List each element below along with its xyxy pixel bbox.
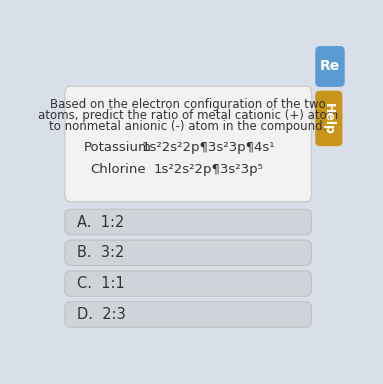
Text: B.  3:2: B. 3:2 [77, 245, 125, 260]
Text: atoms, predict the ratio of metal cationic (+) atom: atoms, predict the ratio of metal cation… [38, 109, 338, 122]
FancyBboxPatch shape [65, 86, 311, 202]
Text: A.  1:2: A. 1:2 [77, 215, 125, 230]
Text: Potassium: Potassium [84, 141, 152, 154]
FancyBboxPatch shape [65, 209, 311, 235]
FancyBboxPatch shape [65, 302, 311, 327]
Text: Chlorine: Chlorine [90, 163, 146, 176]
Text: D.  2:3: D. 2:3 [77, 307, 126, 322]
Text: Help: Help [322, 103, 335, 134]
Text: 1s²2s²2p¶3s²3p⁵: 1s²2s²2p¶3s²3p⁵ [153, 163, 263, 176]
Text: to nonmetal anionic (-) atom in the compound.: to nonmetal anionic (-) atom in the comp… [49, 120, 327, 133]
Text: 1s²2s²2p¶3s²3p¶4s¹: 1s²2s²2p¶3s²3p¶4s¹ [142, 141, 275, 154]
FancyBboxPatch shape [315, 91, 342, 146]
FancyBboxPatch shape [65, 240, 311, 265]
FancyBboxPatch shape [65, 271, 311, 296]
Text: Based on the electron configuration of the two: Based on the electron configuration of t… [50, 98, 326, 111]
Text: Re: Re [320, 60, 340, 73]
FancyBboxPatch shape [315, 46, 345, 87]
Text: C.  1:1: C. 1:1 [77, 276, 125, 291]
